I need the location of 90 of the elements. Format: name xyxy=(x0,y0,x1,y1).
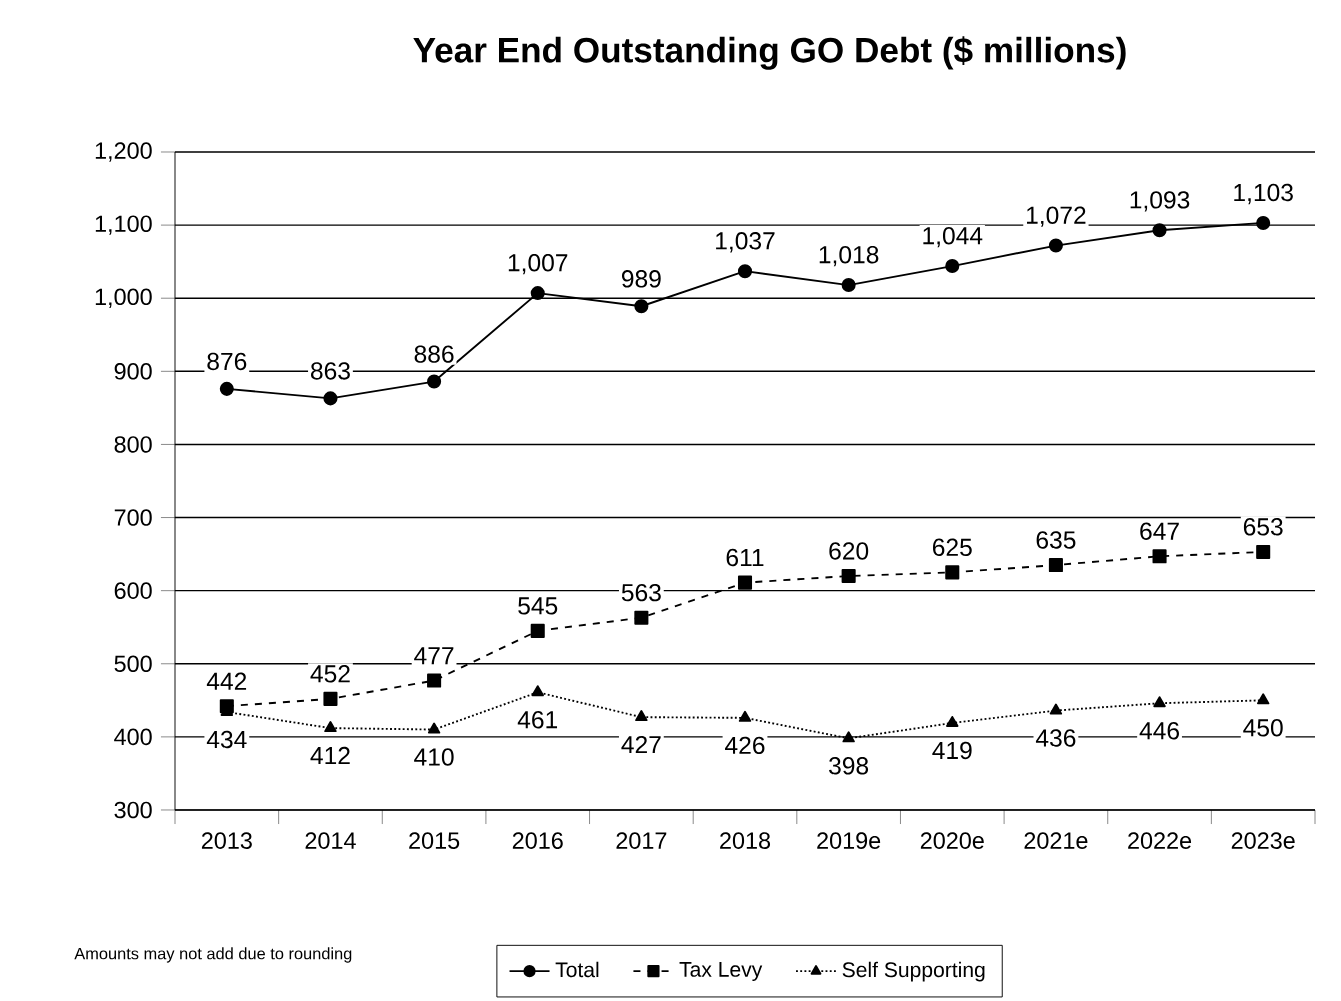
point xyxy=(324,721,337,733)
data-label: 563 xyxy=(621,583,661,602)
x-tick-label: 2015 xyxy=(409,832,460,849)
y-tick-label: 500 xyxy=(114,655,152,673)
data-label: 434 xyxy=(206,730,247,749)
text: Amounts may not add due to rounding xyxy=(74,947,352,963)
point xyxy=(945,259,960,274)
y-tick-label: 400 xyxy=(114,728,152,746)
point xyxy=(1048,238,1063,253)
legend-label: Tax Levy xyxy=(679,962,763,982)
data-label: 436 xyxy=(1035,729,1076,747)
data-label: 647 xyxy=(1140,522,1179,540)
point xyxy=(427,673,442,688)
data-label: 635 xyxy=(1036,531,1076,549)
point xyxy=(842,731,855,743)
y-tick-label: 600 xyxy=(114,582,152,599)
y-tick-label: 800 xyxy=(114,436,152,453)
point xyxy=(737,575,753,590)
data-label: 625 xyxy=(933,538,972,556)
point xyxy=(1049,703,1063,715)
data-label: 620 xyxy=(829,542,869,560)
data-label: 461 xyxy=(517,711,558,729)
data-label: 412 xyxy=(310,746,350,765)
data-label: 1,103 xyxy=(1234,183,1293,205)
data-label: 477 xyxy=(414,647,454,665)
point xyxy=(530,623,545,638)
data-label: 426 xyxy=(725,736,765,755)
y-tick-label: 1,200 xyxy=(95,142,152,162)
data-label: 442 xyxy=(206,672,247,690)
point xyxy=(1152,549,1167,564)
data-label: 989 xyxy=(621,270,661,288)
point xyxy=(427,374,442,389)
data-label: 1,018 xyxy=(819,246,879,267)
x-tick-label: 2013 xyxy=(201,832,252,849)
y-tick-label: 700 xyxy=(114,509,152,526)
data-label: 1,044 xyxy=(923,226,983,248)
data-label: 1,093 xyxy=(1130,191,1190,212)
point xyxy=(1256,544,1271,559)
x-tick-label: 2014 xyxy=(305,832,356,849)
point xyxy=(634,610,649,625)
data-label: 863 xyxy=(311,362,350,380)
point xyxy=(1152,223,1167,238)
point xyxy=(1153,696,1166,708)
y-tick-label: 1,000 xyxy=(95,288,152,308)
data-label: 1,072 xyxy=(1027,206,1086,227)
data-label: 611 xyxy=(726,548,764,567)
data-label: 427 xyxy=(621,735,661,754)
point xyxy=(1256,693,1270,705)
point xyxy=(738,710,752,722)
data-label: 653 xyxy=(1243,518,1283,536)
data-label: 398 xyxy=(829,757,869,775)
point xyxy=(1256,215,1271,230)
x-tick-label: 2022e xyxy=(1128,832,1192,849)
point xyxy=(946,715,959,727)
point xyxy=(737,264,753,279)
x-tick-label: 2018 xyxy=(720,832,771,849)
point xyxy=(841,569,856,584)
data-label: 886 xyxy=(414,345,454,363)
point xyxy=(945,565,960,580)
chart-title: Year End Outstanding GO Debt ($ millions) xyxy=(413,36,1126,70)
point xyxy=(219,381,234,396)
data-label: 545 xyxy=(518,597,558,615)
point xyxy=(530,286,545,301)
data-label: 876 xyxy=(207,352,247,371)
data-label: 419 xyxy=(932,741,972,760)
point xyxy=(323,391,338,406)
x-tick-label: 2021e xyxy=(1024,832,1088,849)
data-label: 410 xyxy=(414,748,454,766)
legend-label: Total xyxy=(555,961,599,978)
data-label: 1,037 xyxy=(716,232,775,253)
point xyxy=(634,299,649,314)
point xyxy=(635,710,648,722)
data-label: 450 xyxy=(1243,719,1283,737)
point xyxy=(1048,558,1063,573)
y-tick-label: 300 xyxy=(114,801,152,819)
point xyxy=(531,685,544,697)
data-label: 452 xyxy=(310,665,350,683)
data-label: 446 xyxy=(1139,722,1179,740)
x-tick-label: 2016 xyxy=(512,832,563,849)
data-label: 1,007 xyxy=(508,254,568,275)
point xyxy=(427,722,441,734)
x-tick-label: 2017 xyxy=(616,832,667,849)
x-tick-label: 2019e xyxy=(817,832,881,849)
legend-label: Self Supporting xyxy=(842,961,985,982)
y-tick-label: 1,100 xyxy=(95,215,152,235)
x-tick-label: 2020e xyxy=(920,832,984,849)
point xyxy=(323,691,338,706)
point xyxy=(841,278,856,293)
y-tick-label: 900 xyxy=(114,363,152,380)
x-tick-label: 2023e xyxy=(1231,832,1295,849)
